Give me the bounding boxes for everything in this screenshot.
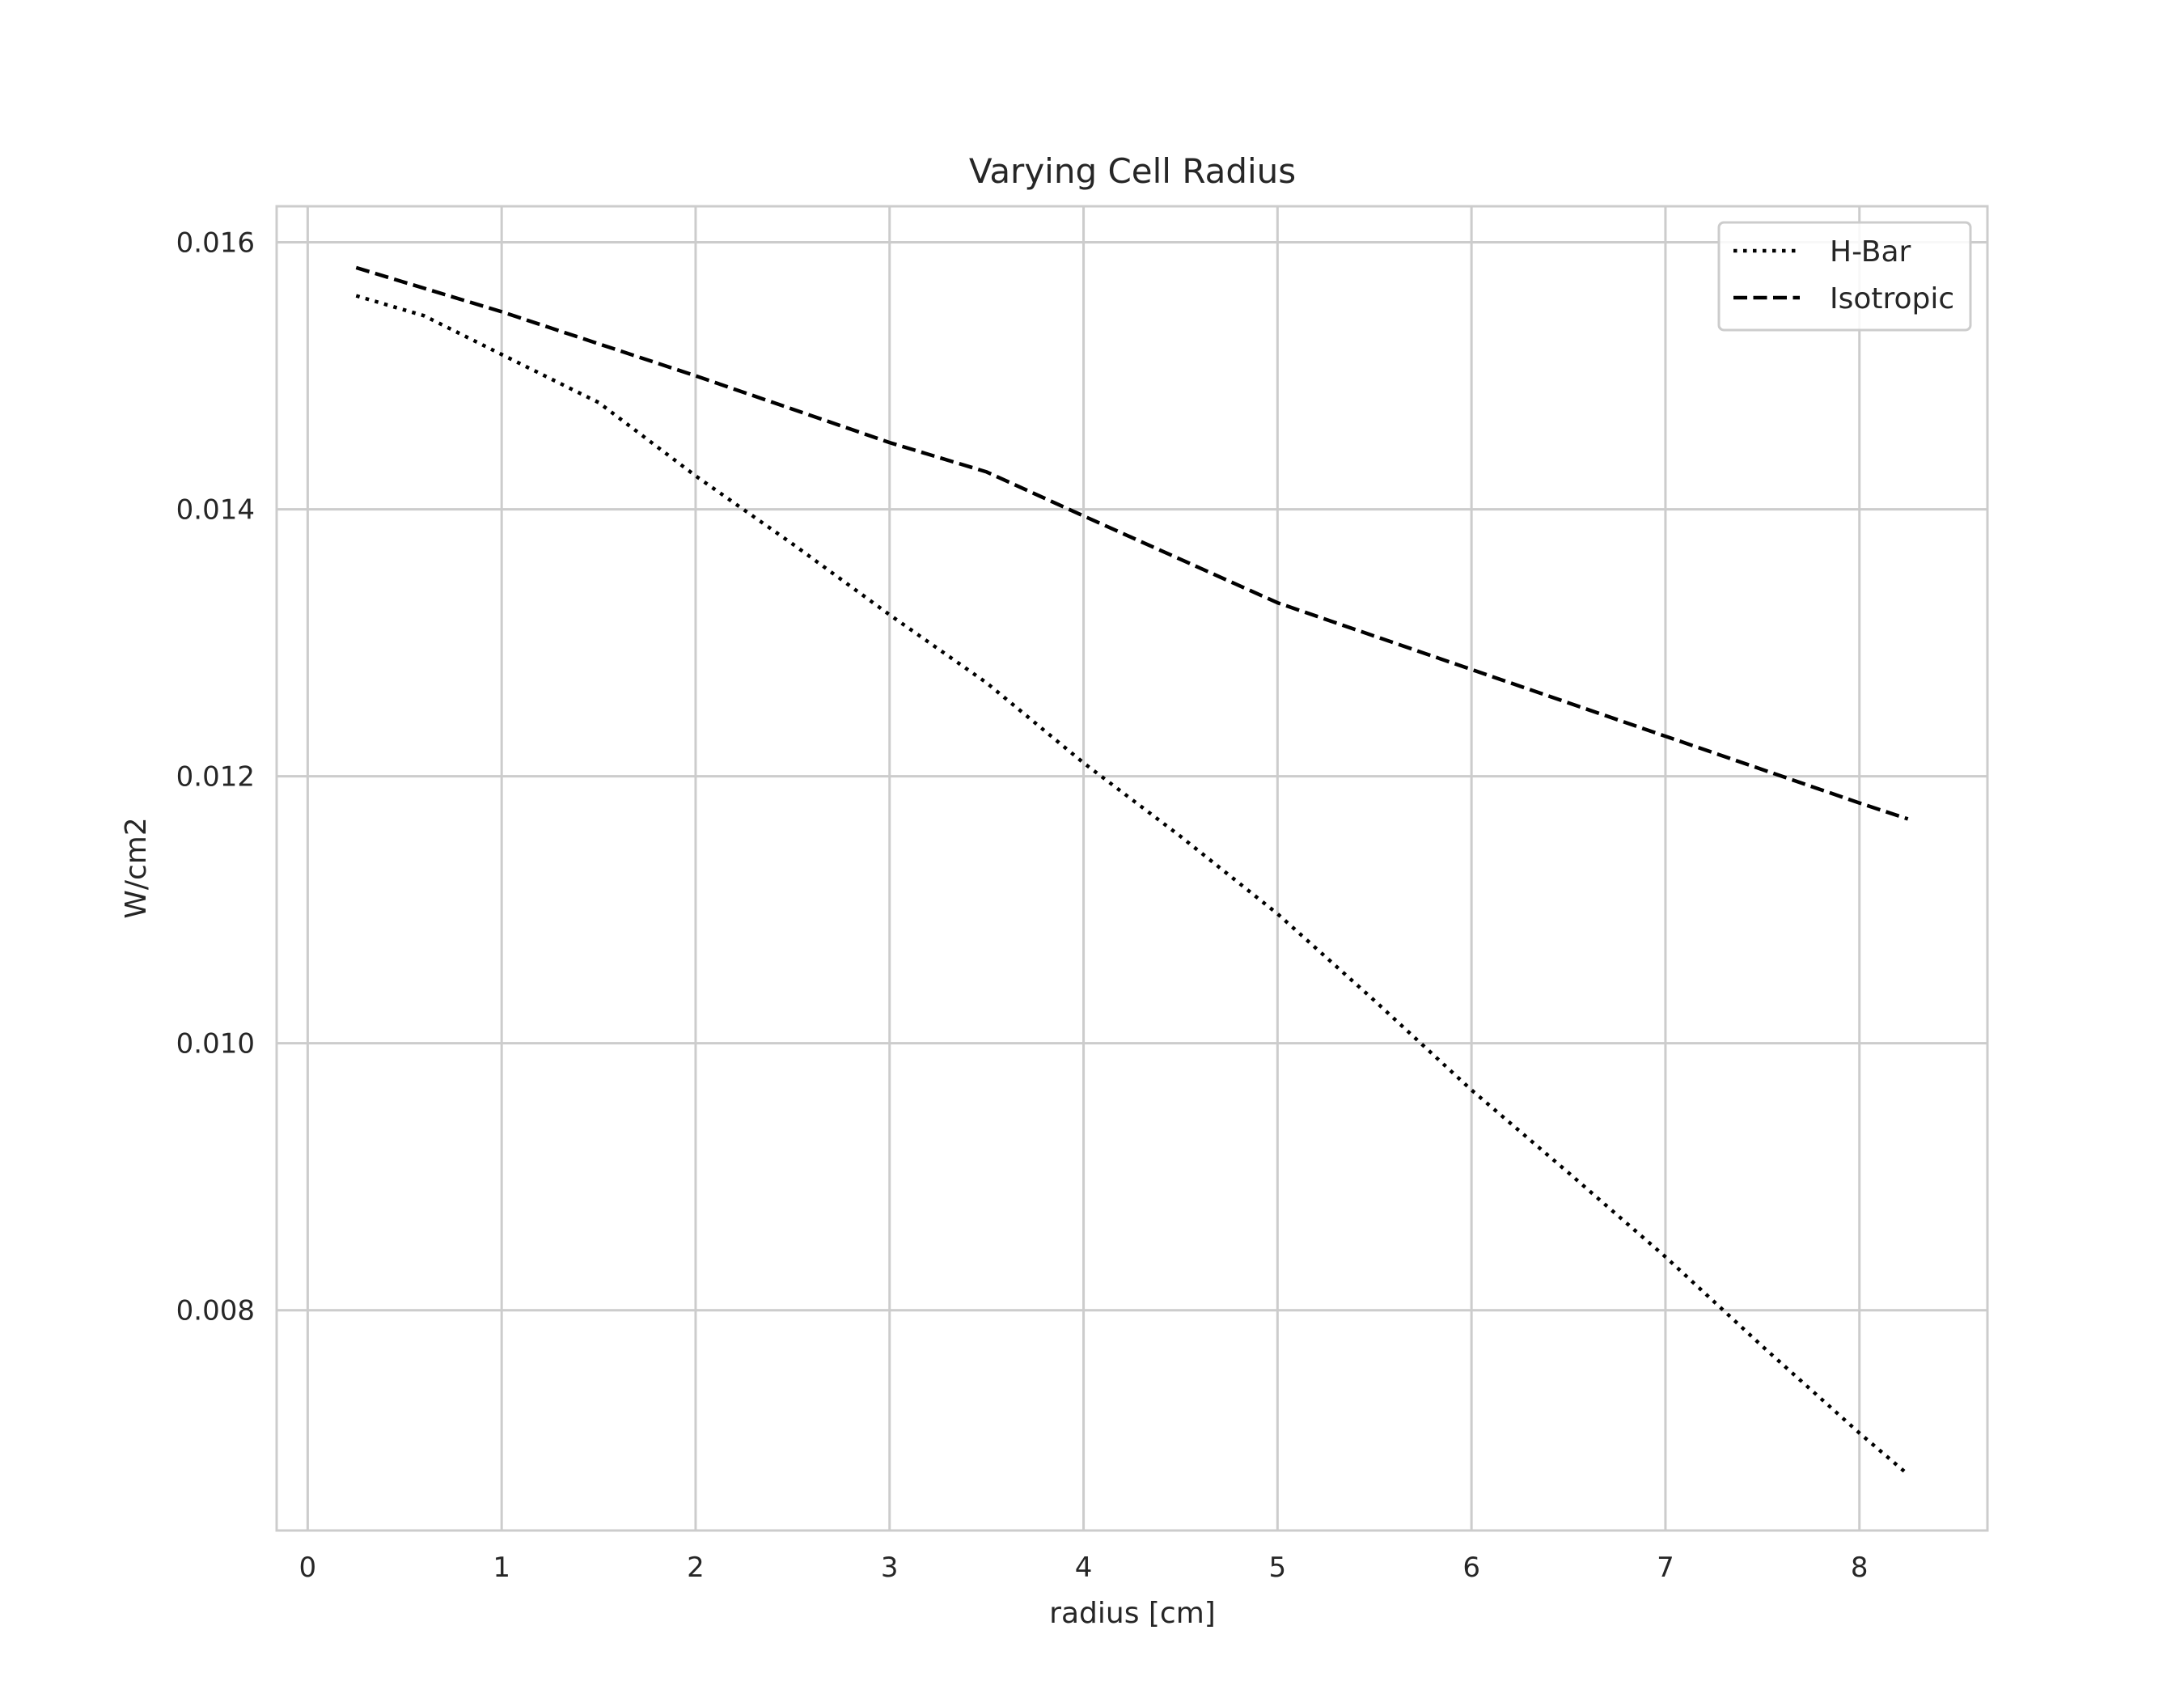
legend-label-h-bar: H-Bar: [1830, 235, 1911, 269]
series-line-h-bar: [355, 294, 1910, 1476]
x-tick-label: 1: [493, 1552, 510, 1584]
x-tick-label: 2: [687, 1552, 705, 1584]
x-tick-label: 5: [1269, 1552, 1287, 1584]
grid-layer: [277, 206, 1987, 1531]
chart-title: Varying Cell Radius: [969, 151, 1296, 191]
legend-box: [1717, 221, 1972, 332]
y-tick-label: 0.012: [176, 761, 255, 794]
y-tick-label: 0.014: [176, 494, 255, 527]
tick-layer: 0 1 2 3 4 5 6 7 8 0.008 0.010 0.012 0.014 0.016: [176, 227, 1869, 1584]
series-line-isotropic: [355, 265, 1909, 821]
y-tick-label: 0.016: [176, 227, 255, 260]
y-tick-label: 0.010: [176, 1028, 255, 1061]
series-layer: [355, 265, 1910, 1476]
legend: H-Bar Isotropic: [1717, 221, 1972, 332]
x-tick-label: 6: [1462, 1552, 1480, 1584]
x-tick-label: 7: [1657, 1552, 1674, 1584]
x-tick-label: 0: [299, 1552, 317, 1584]
x-tick-label: 8: [1851, 1552, 1869, 1584]
y-tick-label: 0.008: [176, 1295, 255, 1327]
plot-frame: [275, 205, 1989, 1532]
x-axis-label: radius [cm]: [1049, 1597, 1216, 1630]
y-axis-label: W/cm2: [120, 817, 153, 919]
legend-label-isotropic: Isotropic: [1830, 282, 1954, 315]
x-tick-label: 3: [881, 1552, 899, 1584]
x-tick-label: 4: [1075, 1552, 1093, 1584]
